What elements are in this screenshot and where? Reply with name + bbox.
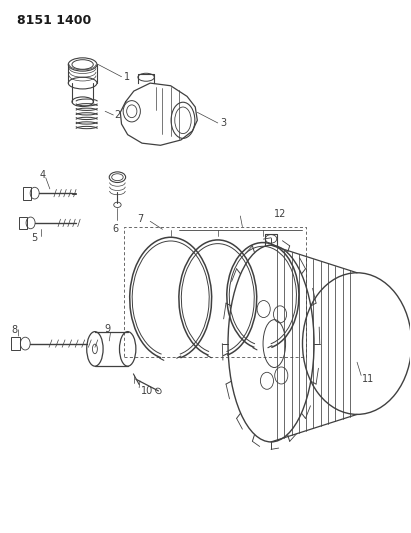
- FancyBboxPatch shape: [12, 337, 21, 351]
- Text: 9: 9: [104, 324, 110, 334]
- Text: 8151 1400: 8151 1400: [17, 14, 91, 27]
- Text: 11: 11: [362, 374, 374, 384]
- Text: 4: 4: [39, 170, 46, 180]
- Text: 10: 10: [141, 386, 153, 396]
- Text: 6: 6: [112, 224, 118, 234]
- Text: 12: 12: [274, 209, 287, 220]
- Text: 3: 3: [220, 118, 226, 128]
- FancyBboxPatch shape: [23, 187, 31, 199]
- Text: 7: 7: [137, 214, 143, 224]
- FancyBboxPatch shape: [19, 216, 27, 229]
- Text: 5: 5: [31, 233, 38, 244]
- Text: 2: 2: [115, 110, 121, 120]
- Text: 8: 8: [11, 325, 17, 335]
- Text: 1: 1: [124, 72, 130, 82]
